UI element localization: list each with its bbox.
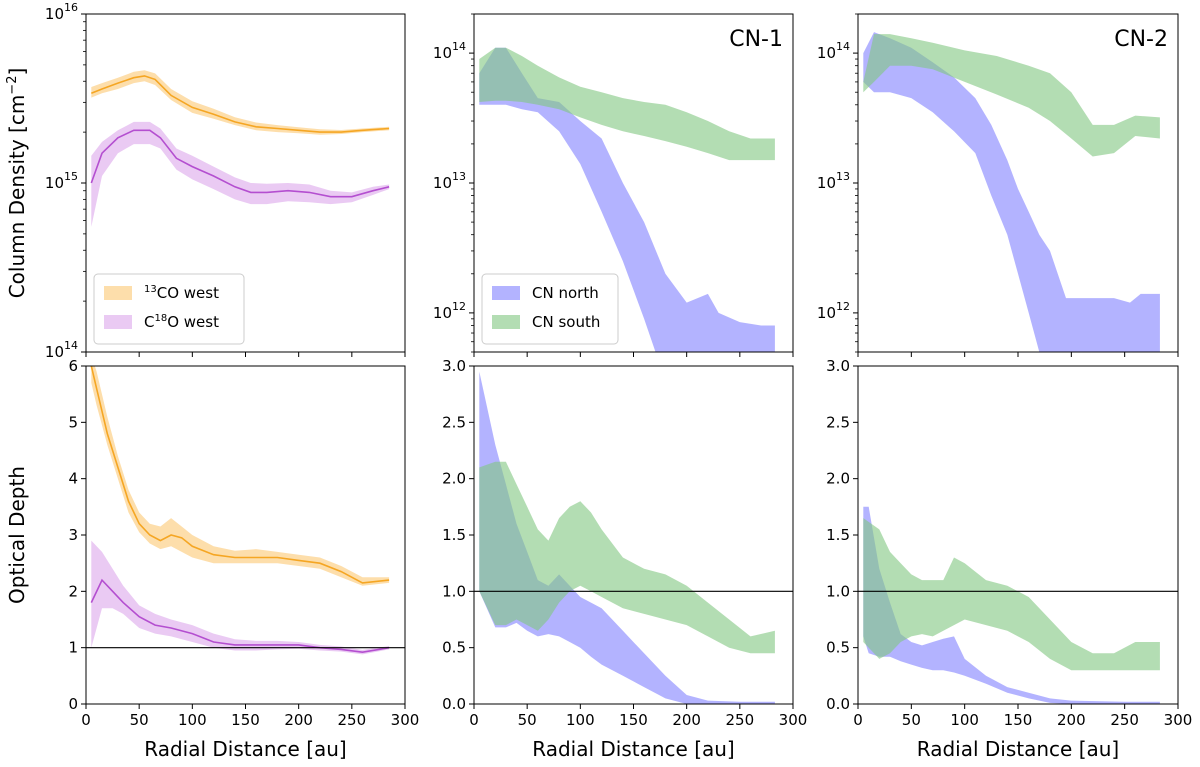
y-tick-label: 1.5: [826, 526, 850, 544]
y-tick-label: 2.0: [442, 470, 466, 488]
panel-p12: 0 50 100 150 200 250 300 0.0 0.5 1.0 1.5 2.0 2.5 3.0 R…: [826, 357, 1192, 761]
legend: 13CO west C18O west: [93, 273, 245, 345]
x-tick-label: 250: [726, 711, 755, 729]
y-axis-title: Column Density [cm−2]: [5, 68, 29, 299]
line-13co-west: [91, 75, 390, 133]
panel-p10: 0 50 100 150 200 250 300 0 1 2 3 4 5 6 Radial Distance…: [5, 357, 420, 761]
y-tick-label: 1016: [45, 1, 78, 23]
y-tick-label: 0.5: [442, 639, 466, 657]
x-axis-title: Radial Distance [au]: [532, 737, 734, 761]
legend-swatch-13co-west: [104, 286, 132, 300]
band-cn-north: [863, 506, 1160, 704]
y-tick-label: 0: [68, 695, 78, 713]
plot-area: [863, 32, 1160, 352]
legend: CN north CN south: [481, 273, 619, 345]
y-tick-label: 1012: [817, 300, 850, 322]
y-tick-label: 1.5: [442, 526, 466, 544]
y-tick-label: 1014: [433, 40, 466, 62]
x-tick-label: 50: [902, 711, 921, 729]
y-tick-label: 1012: [433, 300, 466, 322]
y-tick-label: 2.5: [442, 413, 466, 431]
y-tick-label: 4: [68, 470, 78, 488]
plot-area: [479, 47, 775, 352]
band-cn-south: [479, 47, 775, 161]
line-13co-west: [90, 366, 390, 584]
y-tick-label: 1013: [433, 170, 466, 192]
band-cn-north: [479, 47, 775, 352]
x-tick-label: 150: [231, 711, 260, 729]
panel-p01: 1012 1013 1014 CN-1 CN north CN south: [433, 13, 794, 357]
x-tick-label: 0: [853, 711, 863, 729]
x-tick-label: 150: [1004, 711, 1033, 729]
x-tick-label: 0: [469, 711, 479, 729]
y-tick-label: 6: [68, 357, 78, 375]
y-tick-label: 3: [68, 526, 78, 544]
line-c18o-west: [90, 129, 390, 198]
x-tick-label: 100: [566, 711, 595, 729]
y-tick-label: 0.5: [826, 639, 850, 657]
y-tick-label: 1014: [817, 40, 850, 62]
x-tick-label: 200: [672, 711, 701, 729]
y-tick-label: 0.0: [442, 695, 466, 713]
band-13co-west: [91, 366, 390, 586]
band-cn-south: [863, 518, 1160, 671]
plot-area: [90, 366, 390, 655]
y-tick-label: 1.0: [442, 582, 466, 600]
x-tick-label: 250: [1110, 711, 1139, 729]
x-tick-label: 300: [1164, 711, 1193, 729]
y-tick-label: 3.0: [442, 357, 466, 375]
legend-label-cn-north: CN north: [532, 284, 599, 302]
y-tick-label: 1.0: [826, 582, 850, 600]
legend-label-13co-west: 13CO west: [144, 284, 219, 302]
legend-swatch-cn-north: [492, 286, 520, 300]
panel-title: CN-2: [1114, 27, 1168, 52]
legend-swatch-c18o-west: [104, 315, 132, 329]
y-tick-label: 0.0: [826, 695, 850, 713]
band-c18o-west: [91, 540, 390, 655]
x-tick-label: 300: [779, 711, 808, 729]
band-cn-north: [479, 371, 775, 704]
x-tick-label: 50: [130, 711, 149, 729]
y-tick-label: 2.0: [826, 470, 850, 488]
x-tick-label: 0: [81, 711, 91, 729]
y-tick-label: 1014: [45, 339, 78, 361]
x-tick-label: 50: [518, 711, 537, 729]
x-tick-label: 300: [391, 711, 420, 729]
x-tick-label: 100: [178, 711, 207, 729]
band-13co-west: [91, 70, 390, 135]
y-tick-label: 2: [68, 582, 78, 600]
x-tick-label: 150: [619, 711, 648, 729]
x-axis-title: Radial Distance [au]: [144, 737, 346, 761]
panel-p11: 0 50 100 150 200 250 300 0.0 0.5 1.0 1.5 2.0 2.5 3.0 R…: [442, 357, 807, 761]
x-tick-label: 100: [950, 711, 979, 729]
band-cn-south: [863, 34, 1160, 157]
legend-label-cn-south: CN south: [532, 313, 600, 331]
band-cn-south: [479, 461, 775, 654]
y-tick-label: 5: [68, 413, 78, 431]
legend-swatch-cn-south: [492, 315, 520, 329]
x-axis-title: Radial Distance [au]: [917, 737, 1119, 761]
panel-title: CN-1: [729, 27, 783, 52]
panel-p00: 1014 1015 1016 Column Density [cm−2] 13CO we…: [5, 1, 406, 361]
panel-p02: 1012 1013 1014 CN-2: [817, 13, 1179, 357]
y-tick-label: 1015: [45, 170, 78, 192]
y-tick-label: 1013: [817, 170, 850, 192]
x-tick-label: 200: [284, 711, 313, 729]
plot-area: [479, 371, 775, 704]
band-c18o-west: [91, 121, 390, 227]
plot-area: [90, 70, 390, 227]
y-tick-label: 1: [68, 639, 78, 657]
y-axis-title: Optical Depth: [5, 466, 29, 604]
legend-label-c18o-west: C18O west: [144, 313, 219, 331]
plot-area: [863, 506, 1160, 704]
band-cn-north: [863, 32, 1160, 352]
x-tick-label: 200: [1057, 711, 1086, 729]
x-tick-label: 250: [338, 711, 367, 729]
y-tick-label: 3.0: [826, 357, 850, 375]
y-tick-label: 2.5: [826, 413, 850, 431]
